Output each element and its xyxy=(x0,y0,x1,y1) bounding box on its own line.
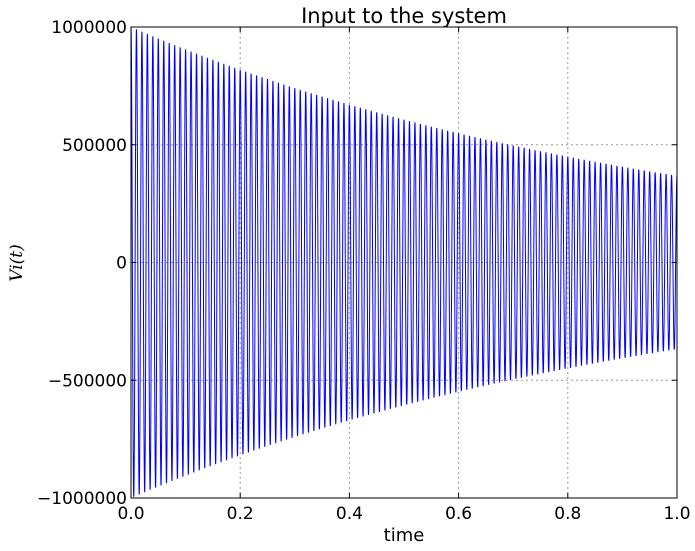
signal-line xyxy=(130,26,678,497)
y-tick-labels: −1000000 −500000 0 500000 1000000 xyxy=(37,18,127,509)
x-axis-label: time xyxy=(384,525,425,546)
x-tick-label: 0.2 xyxy=(227,504,254,524)
signal-series xyxy=(130,26,678,497)
y-tick-label: 0 xyxy=(116,254,127,274)
x-tick-label: 0.4 xyxy=(336,504,363,524)
x-tick-label: 0.6 xyxy=(445,504,472,524)
x-tick-label: 0.0 xyxy=(117,504,144,524)
axis-ticks xyxy=(130,26,678,499)
y-tick-label: 1000000 xyxy=(51,18,127,38)
y-tick-label: −1000000 xyxy=(37,489,127,509)
y-tick-label: 500000 xyxy=(62,136,127,156)
y-tick-label: −500000 xyxy=(48,371,127,391)
x-tick-labels: 0.0 0.2 0.4 0.6 0.8 1.0 xyxy=(117,504,690,524)
y-axis-label: Vi(t) xyxy=(7,244,27,282)
grid xyxy=(131,27,677,498)
x-tick-label: 0.8 xyxy=(554,504,581,524)
x-tick-label: 1.0 xyxy=(663,504,690,524)
chart-title: Input to the system xyxy=(301,4,507,28)
